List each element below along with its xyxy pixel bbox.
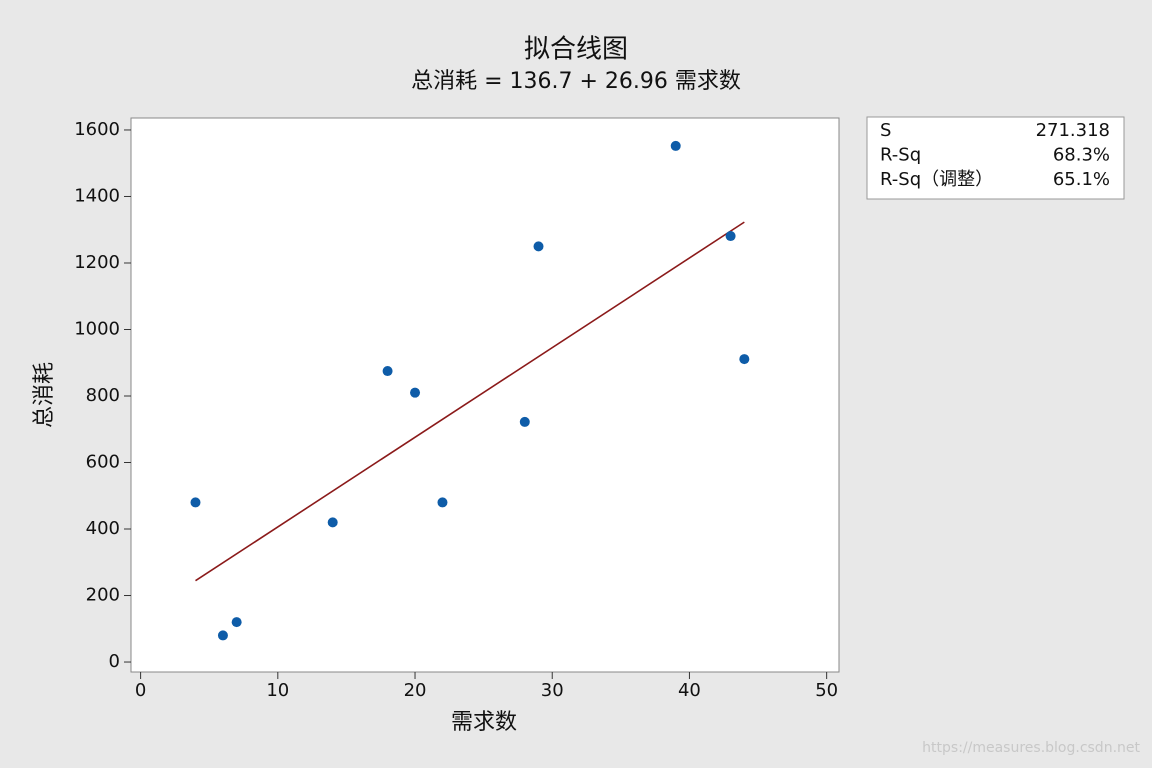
x-tick-label: 50 (815, 680, 838, 701)
stat-value: 271.318 (1036, 120, 1110, 141)
x-tick-label: 40 (678, 680, 701, 701)
y-tick-label: 600 (86, 452, 120, 473)
y-tick-label: 0 (109, 651, 120, 672)
y-tick-label: 200 (86, 585, 120, 606)
point (327, 517, 338, 528)
watermark: https://measures.blog.csdn.net (922, 740, 1140, 756)
y-tick-label: 1000 (74, 318, 120, 339)
point (725, 231, 736, 242)
point (437, 497, 448, 508)
point (739, 354, 750, 365)
point (519, 416, 530, 427)
x-axis-label: 需求数 (451, 710, 517, 735)
y-tick-label: 1400 (74, 185, 120, 206)
y-axis-label: 总消耗 (32, 362, 57, 428)
chart-subtitle: 总消耗 = 136.7 + 26.96 需求数 (411, 69, 741, 94)
point (410, 387, 421, 398)
fit-line (195, 221, 745, 582)
y-tick-label: 400 (86, 518, 120, 539)
x-tick-label: 30 (541, 680, 564, 701)
point (231, 617, 242, 628)
x-tick-label: 10 (266, 680, 289, 701)
y-tick-label: 1200 (74, 252, 120, 273)
x-tick-label: 0 (135, 680, 146, 701)
stat-value: 65.1% (1053, 169, 1110, 190)
point (533, 241, 544, 252)
stat-value: 68.3% (1053, 145, 1110, 166)
stat-name: S (880, 120, 891, 141)
chart-title: 拟合线图 (524, 35, 628, 65)
y-tick-label: 800 (86, 385, 120, 406)
y-tick-label: 1600 (74, 119, 120, 140)
point (670, 140, 681, 151)
stat-name: R-Sq (880, 145, 921, 166)
point (190, 497, 201, 508)
plot-area (130, 117, 840, 673)
point (217, 630, 228, 641)
point (382, 366, 393, 377)
stats-box (866, 116, 1125, 200)
stat-name: R-Sq（调整） (880, 169, 993, 190)
x-tick-label: 20 (404, 680, 427, 701)
